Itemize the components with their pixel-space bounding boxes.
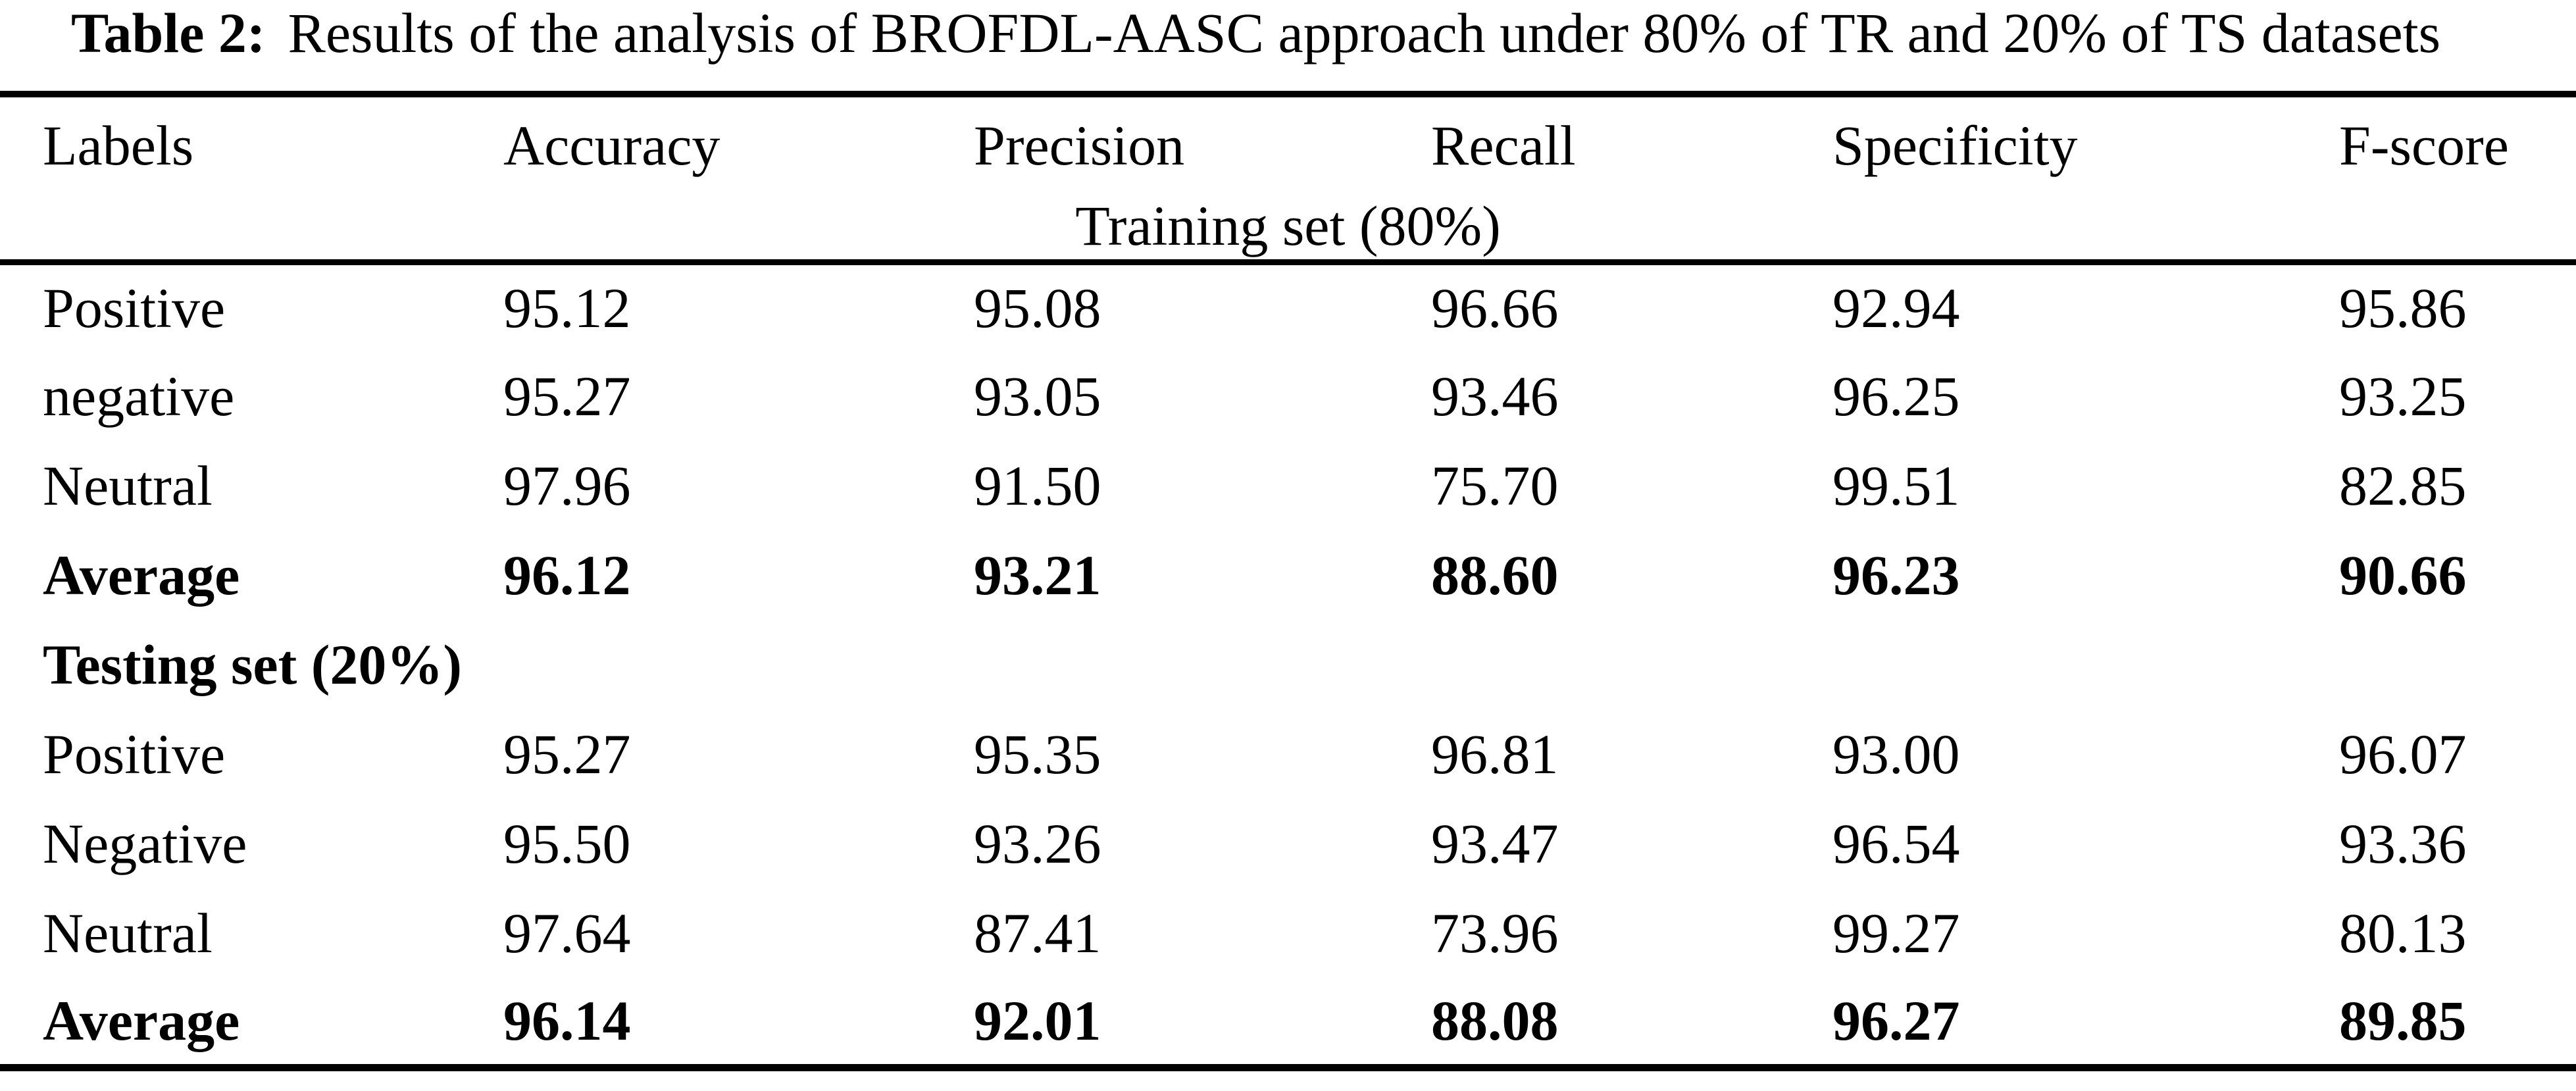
table-row: negative 95.27 93.05 93.46 96.25 93.25 — [0, 351, 2576, 441]
table-row: Negative 95.50 93.26 93.47 96.54 93.36 — [0, 799, 2576, 888]
row-label: negative — [43, 365, 235, 428]
metric-value: 96.54 — [1832, 812, 1960, 875]
metric-value: 87.41 — [974, 901, 1101, 965]
section-label-testing: Testing set (20%) — [43, 633, 463, 696]
metric-value: 92.01 — [974, 989, 1101, 1053]
metric-value: 92.94 — [1832, 276, 1960, 340]
metric-value: 99.51 — [1832, 454, 1960, 517]
metric-value: 88.60 — [1431, 544, 1559, 607]
section-header-testing-row: Testing set (20%) — [0, 620, 2576, 709]
metric-value: 96.23 — [1832, 544, 1960, 607]
table-caption: Table 2: Results of the analysis of BROFD… — [0, 0, 2576, 91]
table-row-average-testing: Average 96.14 92.01 88.08 96.27 89.85 — [0, 978, 2576, 1067]
metric-value: 93.25 — [2339, 365, 2467, 428]
metric-value: 95.12 — [503, 276, 631, 340]
results-table: Labels Accuracy Precision Recall Specifi… — [0, 91, 2576, 1071]
table-caption-text: Results of the analysis of BROFDL-AASC a… — [288, 1, 2441, 64]
column-header-precision: Precision — [974, 113, 1185, 177]
metric-value: 99.27 — [1832, 901, 1960, 965]
table-caption-label: Table 2: — [71, 1, 266, 64]
column-header-accuracy: Accuracy — [503, 113, 720, 177]
metric-value: 95.50 — [503, 812, 631, 875]
metric-value: 96.27 — [1832, 989, 1960, 1053]
metric-value: 75.70 — [1431, 454, 1559, 517]
row-label: Neutral — [43, 454, 213, 517]
table-row-average-training: Average 96.12 93.21 88.60 96.23 90.66 — [0, 530, 2576, 620]
row-label: Average — [43, 989, 240, 1053]
metric-value: 96.14 — [503, 989, 631, 1053]
metric-value: 89.85 — [2339, 989, 2467, 1053]
metric-value: 96.07 — [2339, 723, 2467, 786]
metric-value: 96.12 — [503, 544, 631, 607]
section-header-training-row: Training set (80%) — [0, 193, 2576, 265]
row-label: Neutral — [43, 901, 213, 965]
metric-value: 93.36 — [2339, 812, 2467, 875]
metric-value: 95.08 — [974, 276, 1101, 340]
section-label-training: Training set (80%) — [0, 193, 2576, 265]
metric-value: 93.05 — [974, 365, 1101, 428]
metric-value: 93.21 — [974, 544, 1101, 607]
column-header-labels: Labels — [43, 113, 194, 177]
metric-value: 82.85 — [2339, 454, 2467, 517]
metric-value: 95.86 — [2339, 276, 2467, 340]
metric-value: 80.13 — [2339, 901, 2467, 965]
column-header-specificity: Specificity — [1832, 113, 2078, 177]
metric-value: 93.46 — [1431, 365, 1559, 428]
row-label: Positive — [43, 723, 226, 786]
metric-value: 97.64 — [503, 901, 631, 965]
column-header-fscore: F-score — [2339, 113, 2509, 177]
metric-value: 90.66 — [2339, 544, 2467, 607]
metric-value: 93.47 — [1431, 812, 1559, 875]
table-row: Positive 95.27 95.35 96.81 93.00 96.07 — [0, 709, 2576, 799]
header-row: Labels Accuracy Precision Recall Specifi… — [0, 94, 2576, 193]
row-label: Average — [43, 544, 240, 607]
metric-value: 96.66 — [1431, 276, 1559, 340]
metric-value: 93.00 — [1832, 723, 1960, 786]
column-header-recall: Recall — [1431, 113, 1576, 177]
metric-value: 91.50 — [974, 454, 1101, 517]
table-row: Neutral 97.64 87.41 73.96 99.27 80.13 — [0, 888, 2576, 978]
metric-value: 95.35 — [974, 723, 1101, 786]
metric-value: 96.25 — [1832, 365, 1960, 428]
metric-value: 95.27 — [503, 723, 631, 786]
table-row: Neutral 97.96 91.50 75.70 99.51 82.85 — [0, 441, 2576, 530]
metric-value: 73.96 — [1431, 901, 1559, 965]
row-label: Positive — [43, 276, 226, 340]
metric-value: 93.26 — [974, 812, 1101, 875]
row-label: Negative — [43, 812, 247, 875]
metric-value: 97.96 — [503, 454, 631, 517]
metric-value: 88.08 — [1431, 989, 1559, 1053]
metric-value: 95.27 — [503, 365, 631, 428]
metric-value: 96.81 — [1431, 723, 1559, 786]
table-row: Positive 95.12 95.08 96.66 92.94 95.86 — [0, 262, 2576, 351]
